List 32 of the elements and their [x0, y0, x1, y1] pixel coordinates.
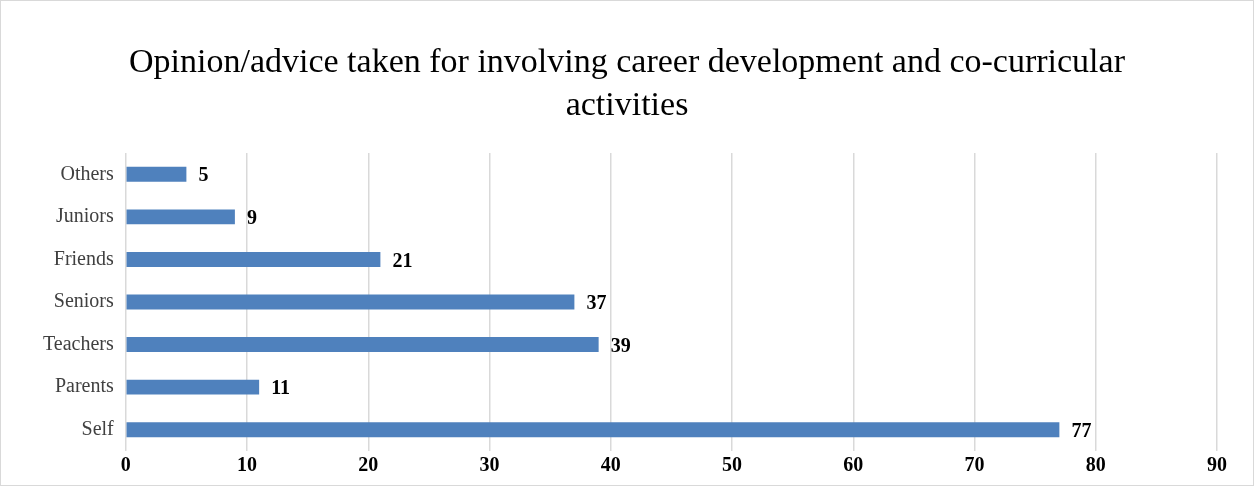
bar [126, 422, 1060, 438]
chart-title: Opinion/advice taken for involving career development and co-curricular activities [128, 41, 1126, 124]
x-tick-label: 40 [600, 453, 621, 476]
bar [126, 166, 187, 182]
bar [126, 209, 235, 225]
x-tick-label: 20 [358, 453, 379, 476]
x-tick-label: 10 [237, 453, 258, 476]
y-tick-label: Teachers [42, 331, 114, 354]
y-tick-label: Parents [54, 374, 114, 397]
y-tick-label: Juniors [55, 204, 114, 227]
y-tick-label: Self [81, 416, 115, 439]
data-label: 21 [392, 248, 413, 271]
data-label: 5 [198, 163, 209, 186]
data-label: 37 [586, 291, 607, 314]
x-tick-label: 0 [120, 453, 131, 476]
x-tick-label: 90 [1207, 453, 1227, 476]
bar [126, 294, 575, 310]
y-tick-label: Friends [53, 246, 114, 269]
y-tick-label: Seniors [53, 289, 114, 312]
bar [126, 337, 599, 353]
x-tick-label: 80 [1085, 453, 1106, 476]
x-tick-label: 30 [479, 453, 500, 476]
data-label: 9 [246, 206, 257, 229]
data-label: 77 [1071, 418, 1092, 441]
data-label: 11 [271, 376, 291, 399]
bar [126, 379, 260, 395]
x-tick-label: 50 [722, 453, 743, 476]
y-tick-label: Others [60, 161, 114, 184]
bar [126, 251, 381, 267]
x-tick-label: 60 [843, 453, 864, 476]
data-label: 39 [610, 333, 631, 356]
x-tick-label: 70 [964, 453, 985, 476]
